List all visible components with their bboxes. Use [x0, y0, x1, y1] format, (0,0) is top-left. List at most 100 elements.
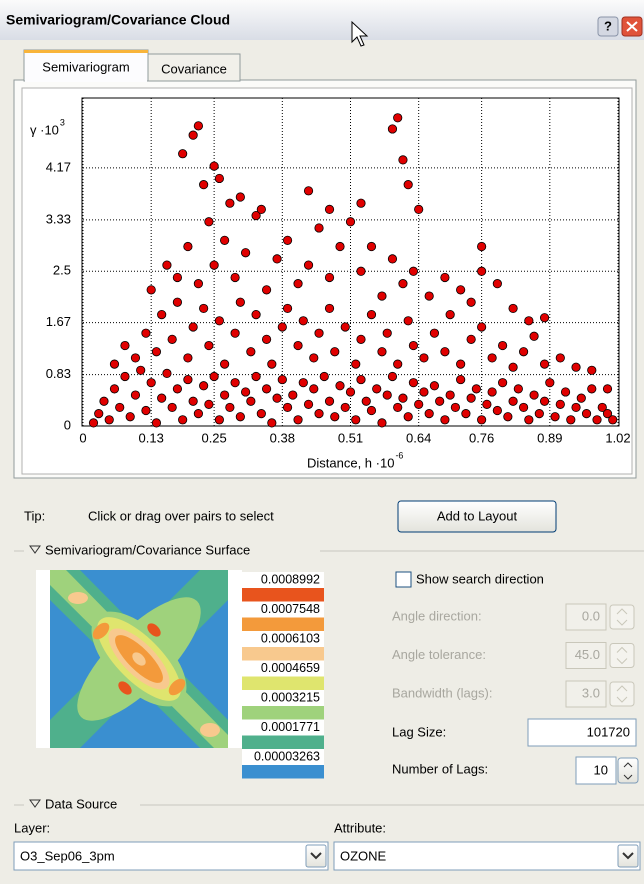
point[interactable] [576, 393, 586, 403]
point[interactable] [303, 260, 314, 270]
point[interactable] [545, 378, 555, 388]
point[interactable] [471, 384, 481, 394]
point[interactable] [246, 347, 256, 357]
point[interactable] [403, 180, 413, 190]
point[interactable] [309, 384, 319, 394]
point[interactable] [539, 359, 550, 369]
point[interactable] [539, 313, 550, 323]
point[interactable] [220, 359, 230, 369]
point[interactable] [566, 415, 576, 425]
point[interactable] [240, 248, 251, 258]
point[interactable] [151, 347, 162, 357]
point[interactable] [466, 334, 476, 344]
point[interactable] [251, 371, 261, 382]
point[interactable] [477, 322, 487, 332]
field-input[interactable] [565, 680, 607, 708]
point[interactable] [303, 186, 314, 196]
lag-size-input[interactable] [527, 718, 637, 747]
point[interactable] [282, 303, 293, 314]
point[interactable] [99, 396, 109, 406]
point[interactable] [298, 316, 308, 326]
spinner[interactable] [617, 757, 639, 784]
point[interactable] [382, 390, 392, 400]
point[interactable] [587, 365, 597, 375]
point[interactable] [393, 113, 403, 123]
point[interactable] [256, 409, 266, 419]
point[interactable] [151, 418, 162, 428]
point[interactable] [419, 387, 429, 397]
point[interactable] [183, 374, 193, 385]
point[interactable] [109, 359, 120, 369]
point[interactable] [356, 266, 366, 276]
point[interactable] [130, 390, 141, 400]
point[interactable] [387, 371, 398, 382]
point[interactable] [534, 409, 544, 419]
point[interactable] [225, 402, 235, 413]
point[interactable] [377, 347, 387, 357]
point[interactable] [345, 217, 356, 227]
point[interactable] [518, 402, 529, 413]
point[interactable] [256, 204, 266, 214]
point[interactable] [555, 399, 565, 409]
point[interactable] [162, 260, 172, 270]
point[interactable] [529, 390, 539, 400]
point[interactable] [230, 328, 240, 338]
point[interactable] [518, 347, 529, 357]
tab[interactable] [147, 53, 241, 82]
point[interactable] [324, 204, 335, 214]
point[interactable] [351, 359, 361, 369]
point[interactable] [482, 399, 492, 409]
dropdown-button[interactable] [617, 844, 639, 868]
point[interactable] [356, 334, 366, 344]
point[interactable] [162, 368, 172, 378]
point[interactable] [398, 279, 408, 289]
point[interactable] [120, 371, 130, 382]
point[interactable] [387, 254, 398, 264]
point[interactable] [445, 310, 455, 320]
point[interactable] [330, 347, 340, 357]
layer-dropdown[interactable] [13, 841, 329, 871]
point[interactable] [88, 418, 99, 428]
point[interactable] [204, 217, 214, 227]
point[interactable] [487, 387, 497, 397]
point[interactable] [324, 272, 335, 283]
point[interactable] [498, 340, 508, 351]
point[interactable] [571, 362, 581, 372]
point[interactable] [377, 291, 387, 301]
point[interactable] [225, 198, 235, 208]
point[interactable] [539, 396, 550, 406]
point[interactable] [267, 359, 277, 369]
point[interactable] [424, 291, 434, 301]
point[interactable] [366, 310, 377, 320]
point[interactable] [220, 390, 230, 400]
point[interactable] [230, 378, 240, 388]
point[interactable] [524, 415, 534, 425]
point[interactable] [377, 418, 387, 428]
point[interactable] [261, 384, 272, 394]
point[interactable] [141, 328, 151, 338]
point[interactable] [272, 254, 282, 264]
point[interactable] [529, 331, 539, 341]
point[interactable] [592, 415, 602, 425]
point[interactable] [414, 204, 424, 214]
point[interactable] [403, 412, 413, 422]
point[interactable] [435, 396, 445, 406]
point[interactable] [293, 279, 303, 289]
point[interactable] [136, 365, 146, 375]
point[interactable] [393, 402, 403, 413]
point[interactable] [314, 223, 324, 233]
point[interactable] [335, 381, 345, 391]
point[interactable] [178, 415, 188, 425]
point[interactable] [167, 334, 177, 344]
point[interactable] [340, 402, 350, 413]
point[interactable] [414, 399, 424, 409]
point[interactable] [503, 412, 513, 422]
point[interactable] [445, 390, 455, 400]
point[interactable] [193, 279, 203, 289]
point[interactable] [602, 384, 613, 394]
point[interactable] [204, 340, 214, 351]
spinner[interactable] [609, 643, 635, 668]
point[interactable] [193, 409, 203, 419]
point[interactable] [356, 374, 366, 385]
point[interactable] [230, 272, 240, 283]
